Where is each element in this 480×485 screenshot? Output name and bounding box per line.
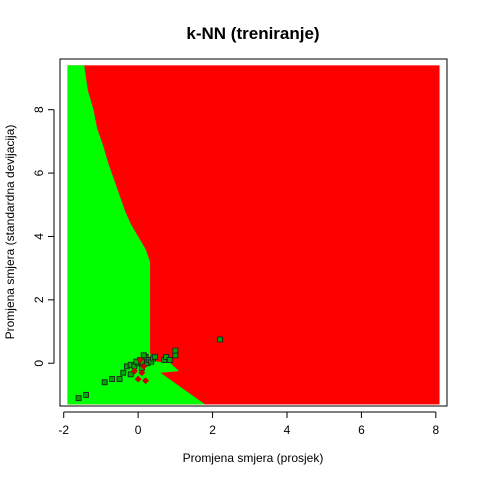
- data-point-diamond: [140, 362, 148, 370]
- data-point-square: [151, 353, 158, 360]
- x-tick-label: 4: [284, 423, 291, 437]
- data-point-square: [116, 376, 123, 383]
- data-point-square: [127, 371, 134, 378]
- data-point-square: [163, 353, 170, 360]
- region-green: [67, 65, 206, 405]
- y-tick-label: 6: [32, 169, 46, 176]
- data-point-square: [120, 369, 127, 376]
- data-point-square: [166, 357, 173, 364]
- y-tick-label: 4: [32, 233, 46, 240]
- data-point-square: [75, 395, 82, 402]
- y-tick-label: 8: [32, 106, 46, 113]
- chart-title: k-NN (treniranje): [186, 24, 319, 43]
- x-tick-label: 0: [135, 423, 142, 437]
- x-tick-label: 6: [358, 423, 365, 437]
- x-tick-label: 8: [432, 423, 439, 437]
- data-point-diamond: [136, 356, 144, 364]
- data-point-square: [172, 347, 179, 354]
- data-point-diamond: [138, 369, 146, 377]
- data-point-diamond: [130, 367, 138, 375]
- data-point-square: [83, 391, 89, 398]
- plot-frame: [59, 58, 448, 407]
- x-tick-label: 2: [209, 423, 216, 437]
- data-point-square: [172, 352, 179, 359]
- data-point-square: [140, 352, 147, 359]
- y-tick-label: 2: [32, 296, 46, 303]
- data-point-square: [109, 376, 116, 383]
- data-points: [75, 336, 223, 402]
- data-point-diamond: [134, 375, 142, 383]
- y-axis: 0 2 4 6 8: [32, 106, 55, 367]
- x-tick-label: -2: [58, 423, 69, 437]
- data-point-square: [101, 379, 108, 386]
- y-axis-label: Promjena smjera (standardna devijacija): [3, 125, 17, 340]
- data-point-square: [217, 336, 223, 343]
- x-axis: -2 0 2 4 6 8: [58, 411, 439, 437]
- y-tick-label: 0: [32, 360, 46, 367]
- data-point-diamond: [142, 377, 150, 385]
- x-axis-label: Promjena smjera (prosjek): [183, 451, 324, 465]
- decision-regions: [67, 65, 440, 405]
